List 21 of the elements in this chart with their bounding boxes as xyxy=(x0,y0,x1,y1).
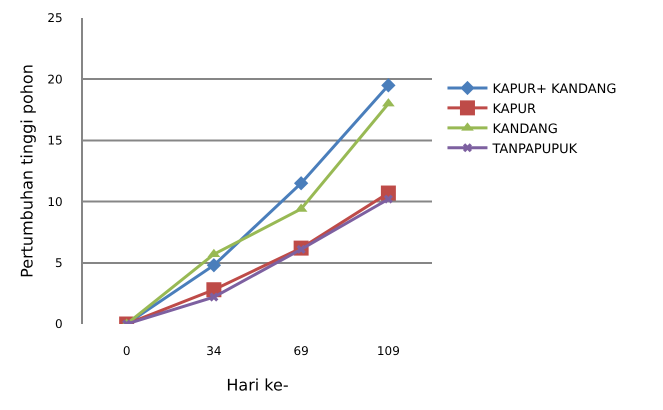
y-tick-label: 5 xyxy=(54,256,63,270)
y-tick-label: 25 xyxy=(47,11,63,26)
point xyxy=(209,292,218,302)
legend-label: KAPUR+ KANDANG xyxy=(492,82,616,98)
legend-label: KAPUR xyxy=(492,102,536,117)
y-tick-label: 10 xyxy=(47,194,63,209)
point xyxy=(294,176,308,190)
legend-label: TANPAPUPUK xyxy=(491,142,578,157)
x-tick-label: 69 xyxy=(293,344,309,358)
y-tick-label: 20 xyxy=(47,72,63,86)
point xyxy=(384,194,393,204)
y-tick-label: 15 xyxy=(47,134,63,148)
x-tick-label: 109 xyxy=(376,344,400,358)
x-axis-title: Hari ke- xyxy=(226,376,289,395)
x-tick-label: 0 xyxy=(122,344,130,358)
point xyxy=(206,258,222,272)
point xyxy=(381,78,396,92)
x-tick-label: 34 xyxy=(206,344,222,358)
y-tick-label: 0 xyxy=(54,317,63,332)
legend-label: KANDANG xyxy=(492,122,558,137)
y-axis-title: Pertumbuhan tinggi pohon xyxy=(18,64,37,278)
